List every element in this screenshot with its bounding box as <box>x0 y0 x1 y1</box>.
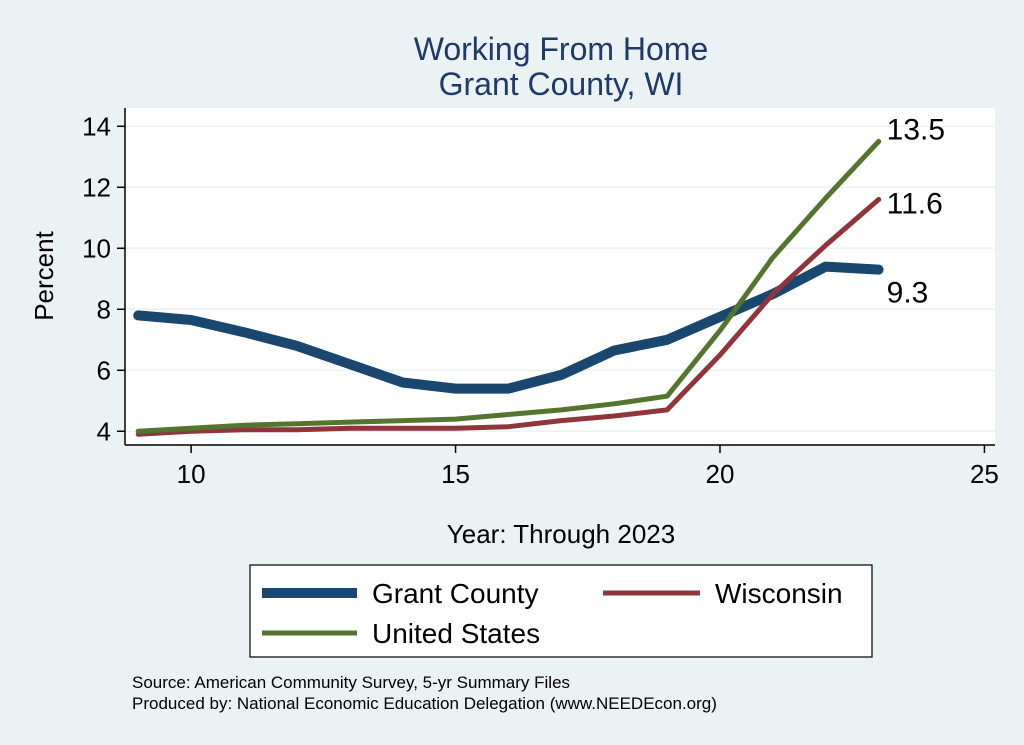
series-line-wisconsin <box>135 197 882 437</box>
x-axis-ticks: 10 15 20 25 <box>177 445 999 489</box>
x-tick-label: 25 <box>970 459 999 489</box>
series-lines <box>133 139 884 437</box>
legend: Grant County Wisconsin United States <box>249 564 873 658</box>
end-point <box>876 196 882 202</box>
chart-title-line-2: Grant County, WI <box>439 66 684 102</box>
source-note: Source: American Community Survey, 5-yr … <box>132 673 570 692</box>
chart-title-line-1: Working From Home <box>414 31 709 67</box>
end-label-united-states: 13.5 <box>887 114 945 147</box>
end-labels: 9.3 11.6 13.5 <box>876 114 945 310</box>
legend-box <box>249 564 873 658</box>
x-tick-label: 10 <box>177 459 206 489</box>
y-tick-label: 8 <box>97 294 111 324</box>
y-tick-label: 4 <box>97 416 111 446</box>
end-label-wisconsin: 11.6 <box>887 187 943 220</box>
y-axis-title: Percent <box>29 230 59 320</box>
end-point <box>876 267 882 273</box>
legend-label-wisconsin: Wisconsin <box>715 578 843 609</box>
legend-label-grant-county: Grant County <box>372 578 539 609</box>
end-point <box>876 139 882 145</box>
y-axis-ticks: 4 6 8 10 12 14 <box>82 111 125 446</box>
y-tick-label: 6 <box>97 355 111 385</box>
legend-label-united-states: United States <box>372 618 540 649</box>
x-tick-label: 20 <box>706 459 735 489</box>
series-line-grant-county <box>133 261 884 394</box>
x-axis-title: Year: Through 2023 <box>447 519 675 549</box>
y-tick-label: 12 <box>82 172 111 202</box>
y-tick-label: 14 <box>82 111 111 141</box>
end-label-grant-county: 9.3 <box>887 277 929 310</box>
produced-by-note: Produced by: National Economic Education… <box>132 694 717 713</box>
series-line-united-states <box>135 139 882 434</box>
y-tick-label: 10 <box>82 233 111 263</box>
x-tick-label: 15 <box>441 459 470 489</box>
plot-area <box>125 108 995 445</box>
